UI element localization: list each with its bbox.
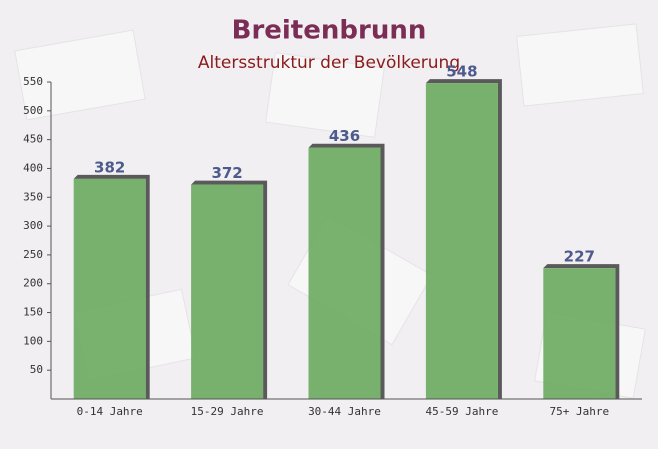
y-tick-label: 550	[23, 75, 43, 88]
value-label: 382	[94, 158, 125, 176]
bar	[191, 184, 264, 399]
y-tick-label: 350	[23, 190, 43, 203]
value-label: 372	[211, 164, 242, 182]
y-tick-label: 450	[23, 133, 43, 146]
x-tick-label: 30-44 Jahre	[308, 405, 381, 418]
chart-subtitle: Altersstruktur der Bevölkerung	[198, 53, 460, 73]
bar	[425, 83, 498, 400]
y-tick-label: 150	[23, 306, 43, 319]
x-tick-label: 45-59 Jahre	[425, 405, 498, 418]
value-label: 548	[446, 63, 477, 81]
bar	[543, 268, 616, 399]
x-tick-label: 0-14 Jahre	[77, 405, 143, 418]
y-tick-label: 100	[23, 334, 43, 347]
y-tick-label: 250	[23, 248, 43, 261]
value-label: 227	[564, 248, 595, 266]
y-tick-label: 300	[23, 219, 43, 232]
bar	[73, 178, 146, 399]
y-tick-label: 500	[23, 104, 43, 117]
y-tick-label: 200	[23, 277, 43, 290]
y-tick-label: 50	[30, 363, 43, 376]
chart-title: Breitenbrunn	[232, 16, 427, 46]
x-tick-label: 75+ Jahre	[549, 405, 609, 418]
y-tick-label: 400	[23, 161, 43, 174]
bar	[308, 147, 381, 399]
value-label: 436	[329, 127, 360, 145]
x-tick-label: 15-29 Jahre	[191, 405, 264, 418]
